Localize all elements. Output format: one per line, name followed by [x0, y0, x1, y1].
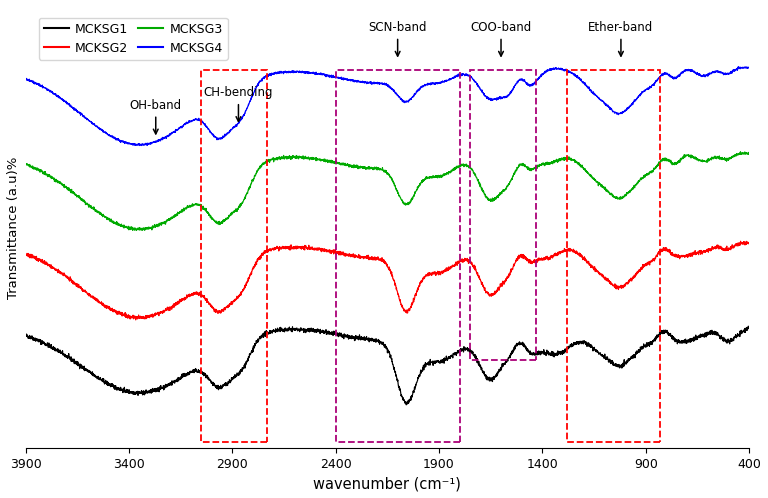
Text: OH-band: OH-band: [130, 99, 182, 134]
Text: CH-bending: CH-bending: [204, 86, 273, 122]
Text: SCN-band: SCN-band: [369, 21, 427, 56]
Bar: [336, 70, 460, 442]
Bar: [201, 70, 267, 442]
Legend: MCKSG1, MCKSG2, MCKSG3, MCKSG4: MCKSG1, MCKSG2, MCKSG3, MCKSG4: [39, 17, 228, 60]
Y-axis label: Transmittance (a.u)%: Transmittance (a.u)%: [7, 156, 20, 298]
X-axis label: wavenumber (cm⁻¹): wavenumber (cm⁻¹): [313, 476, 462, 491]
Text: COO-band: COO-band: [470, 21, 531, 56]
Bar: [470, 70, 536, 360]
Bar: [568, 70, 660, 442]
Text: Ether-band: Ether-band: [588, 21, 654, 56]
